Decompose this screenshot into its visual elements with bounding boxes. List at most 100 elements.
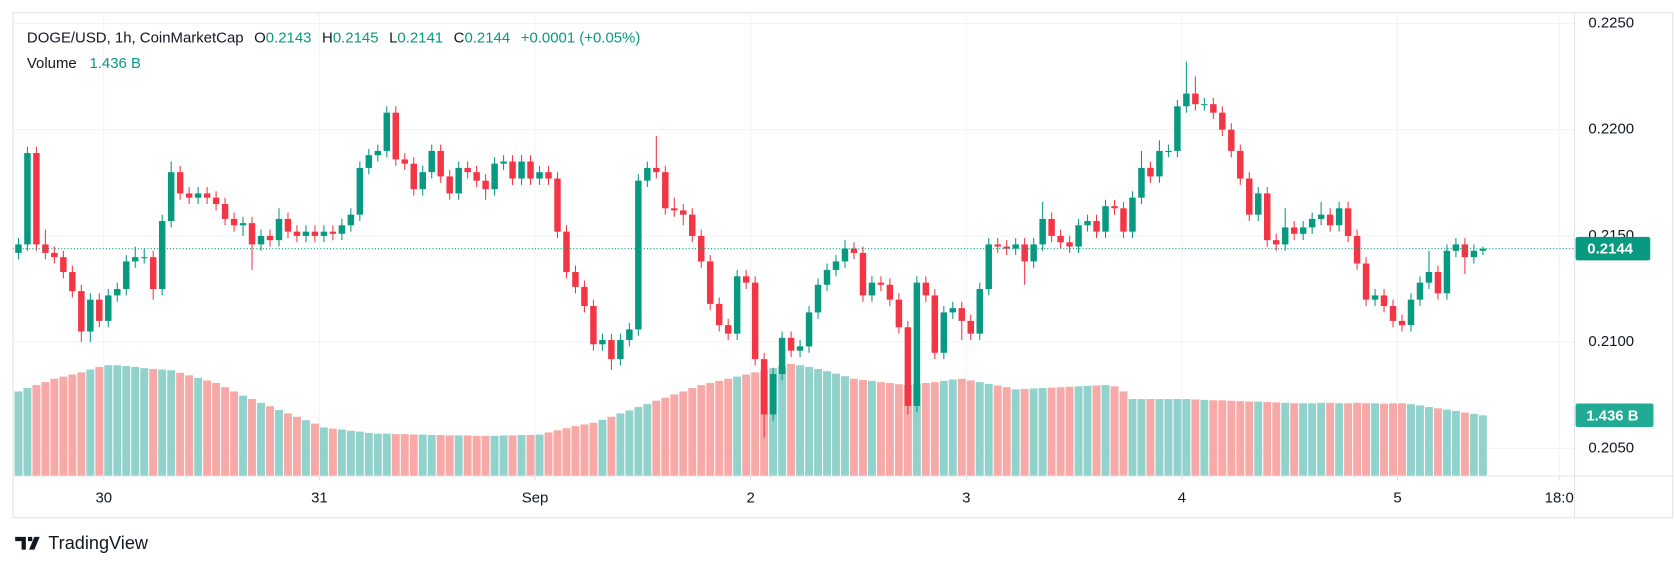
volume-bar (589, 422, 598, 477)
volume-bar (337, 429, 346, 477)
volume-bar (912, 383, 921, 477)
volume-bar (724, 378, 733, 477)
candle-body (1335, 208, 1343, 226)
volume-bar (1065, 386, 1074, 477)
candle-body (302, 231, 310, 236)
volume-bar (1011, 389, 1020, 477)
volume-bar (1146, 399, 1155, 477)
candle-body (194, 193, 202, 198)
ohlc-key: C (454, 29, 465, 46)
candle-body (518, 161, 525, 179)
change: +0.0001 (+0.05%) (521, 29, 641, 46)
candle-body (248, 223, 256, 245)
volume-bar (553, 430, 562, 477)
candle-body (419, 172, 426, 190)
volume-bar (1407, 404, 1415, 477)
volume-bar (463, 435, 472, 477)
volume-bar (481, 435, 490, 477)
candle-body (1228, 129, 1235, 151)
volume-bar (140, 368, 149, 477)
candle-body (105, 295, 112, 321)
x-tick-label: 31 (311, 489, 328, 506)
y-tick-label: 0.2200 (1588, 121, 1634, 138)
volume-bar (841, 376, 849, 477)
volume-bar (1029, 388, 1038, 477)
ohlc-value: 0.2145 (333, 29, 379, 46)
candle-body (769, 374, 777, 415)
candle-body (410, 163, 417, 190)
volume-bar (149, 369, 158, 477)
x-tick-label: 3 (962, 489, 970, 506)
candle-body (1389, 306, 1397, 321)
volume-badge (1575, 403, 1654, 428)
volume-bar (499, 435, 508, 477)
volume-bar (688, 388, 697, 477)
volume-bar (1227, 400, 1236, 477)
candle-body (1102, 206, 1109, 232)
title: DOGE/USD, 1h, CoinMarketCap (27, 29, 244, 46)
volume-bar (1398, 403, 1406, 477)
y-tick-label: 0.2250 (1588, 14, 1634, 31)
volume-bar (1128, 399, 1137, 477)
volume-bar (1326, 402, 1335, 477)
volume-bar (391, 434, 400, 477)
candle-body (69, 272, 76, 292)
volume-bar (257, 402, 265, 477)
volume-bar (346, 430, 355, 477)
volume-bar (562, 428, 571, 477)
candle-body (706, 261, 714, 304)
volume-bar (1209, 400, 1218, 477)
volume-bar (1290, 403, 1299, 477)
candle-body (805, 312, 813, 347)
candle-body (96, 299, 103, 321)
candle-body (1165, 150, 1172, 152)
volume-bar (41, 382, 50, 477)
candle-body (868, 282, 876, 296)
candle-body (87, 299, 94, 332)
volume-bar (993, 385, 1002, 477)
candle-body (1030, 244, 1037, 262)
candle-body (680, 210, 687, 215)
last-price-label: 0.2144 (1587, 241, 1633, 258)
volume-bar (544, 432, 553, 477)
volume-bar (1002, 387, 1011, 477)
volume-bar (230, 391, 239, 477)
volume-bar (751, 372, 760, 477)
volume-bar (239, 395, 248, 477)
candle-body (671, 208, 678, 211)
volume-bar (598, 419, 607, 477)
volume-bar (1056, 387, 1065, 477)
volume-bar (1092, 385, 1101, 477)
volume-bar (194, 377, 203, 477)
candle-body (742, 276, 750, 283)
candle-body (123, 261, 130, 290)
candle-body (814, 284, 822, 313)
candle-body (644, 167, 651, 181)
volume-bar (832, 373, 840, 477)
volume-bar (104, 365, 113, 477)
volume-bar (625, 410, 634, 477)
volume-bar (1433, 408, 1442, 477)
volume-bar (1083, 385, 1092, 477)
volume-bar (445, 435, 454, 477)
volume-bar (409, 434, 418, 477)
candle-body (1344, 208, 1352, 236)
candle-body (572, 272, 579, 287)
volume-bar (301, 420, 310, 477)
candle-body (976, 289, 983, 334)
volume-bar (1254, 401, 1263, 477)
candle-body (689, 214, 696, 236)
volume-bar (490, 435, 499, 477)
candle-body (1470, 250, 1478, 258)
volume-bar (1460, 412, 1469, 477)
ohlc-value: 0.2144 (464, 29, 510, 46)
volume-bar (1263, 402, 1272, 477)
volume-bar (203, 380, 212, 477)
volume-bar (1020, 388, 1029, 477)
candle-body (1317, 214, 1325, 219)
volume-bar (400, 434, 409, 477)
volume-bar (59, 376, 68, 477)
candle-body (1174, 106, 1181, 151)
candle-body (491, 163, 498, 190)
volume-name: Volume (27, 55, 77, 72)
